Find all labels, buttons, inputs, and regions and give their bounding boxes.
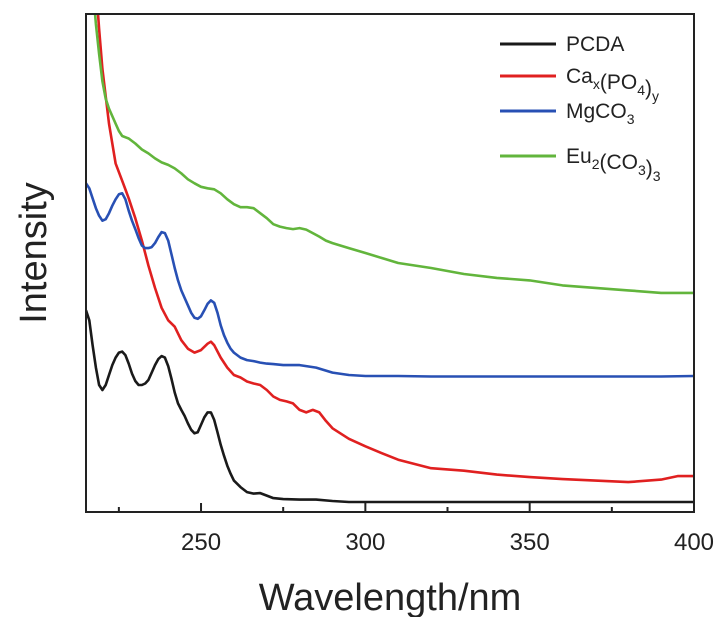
plot-lines [86,14,694,504]
series-line-2 [96,14,694,484]
plot-frame [85,13,695,513]
y-axis-title: Intensity [13,182,55,324]
x-tick-label: 350 [510,529,550,556]
x-tick-label: 250 [181,529,221,556]
series-line-4 [93,14,694,295]
series-line-3 [86,182,694,378]
series-line-1 [86,309,694,504]
legend-label: MgCO3 [566,100,635,127]
legend-label: PCDA [566,33,624,56]
x-tick-label: 300 [345,529,385,556]
legend-label: Eu2(CO3)3 [566,145,661,184]
legend-label: Cax(PO4)y [566,65,659,104]
x-axis-title: Wavelength/nm [259,577,522,617]
x-tick-label: 400 [674,529,714,556]
x-axis-ticks: 250 300 350 400 [117,503,714,556]
